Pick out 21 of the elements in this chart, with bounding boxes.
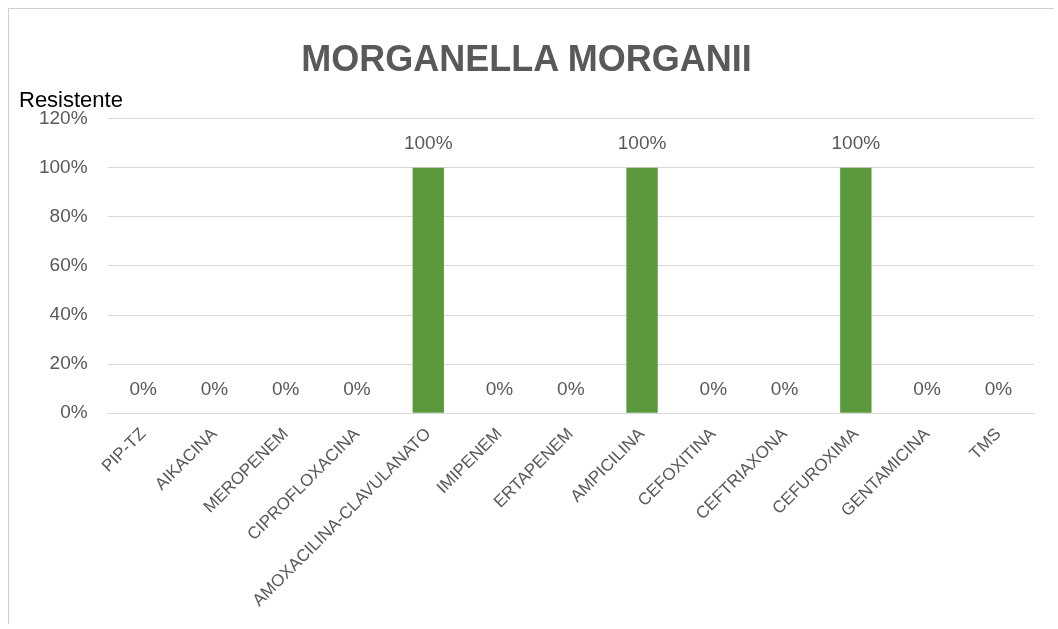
y-tick-label: 40% (49, 303, 88, 325)
data-label: 0% (485, 377, 514, 399)
y-tick-label: 120% (38, 106, 88, 128)
data-label: 0% (343, 377, 371, 399)
y-tick-label: 100% (38, 155, 88, 177)
data-label: 100% (403, 132, 453, 154)
data-label: 0% (272, 377, 300, 399)
y-tick-label: 80% (49, 205, 88, 227)
data-label: 0% (557, 377, 585, 399)
y-tick-label: 60% (49, 254, 88, 276)
y-tick-label: 0% (60, 401, 88, 423)
data-label: 0% (984, 377, 1013, 399)
chart-title: MORGANELLA MORGANII (301, 37, 752, 79)
data-label: 0% (770, 377, 799, 399)
data-label: 0% (913, 377, 941, 399)
data-label: 0% (699, 377, 728, 399)
data-label: 100% (831, 132, 881, 154)
data-label: 0% (129, 377, 158, 399)
y-tick-label: 20% (49, 352, 88, 374)
data-label: 100% (617, 132, 667, 154)
data-label: 0% (200, 377, 229, 399)
